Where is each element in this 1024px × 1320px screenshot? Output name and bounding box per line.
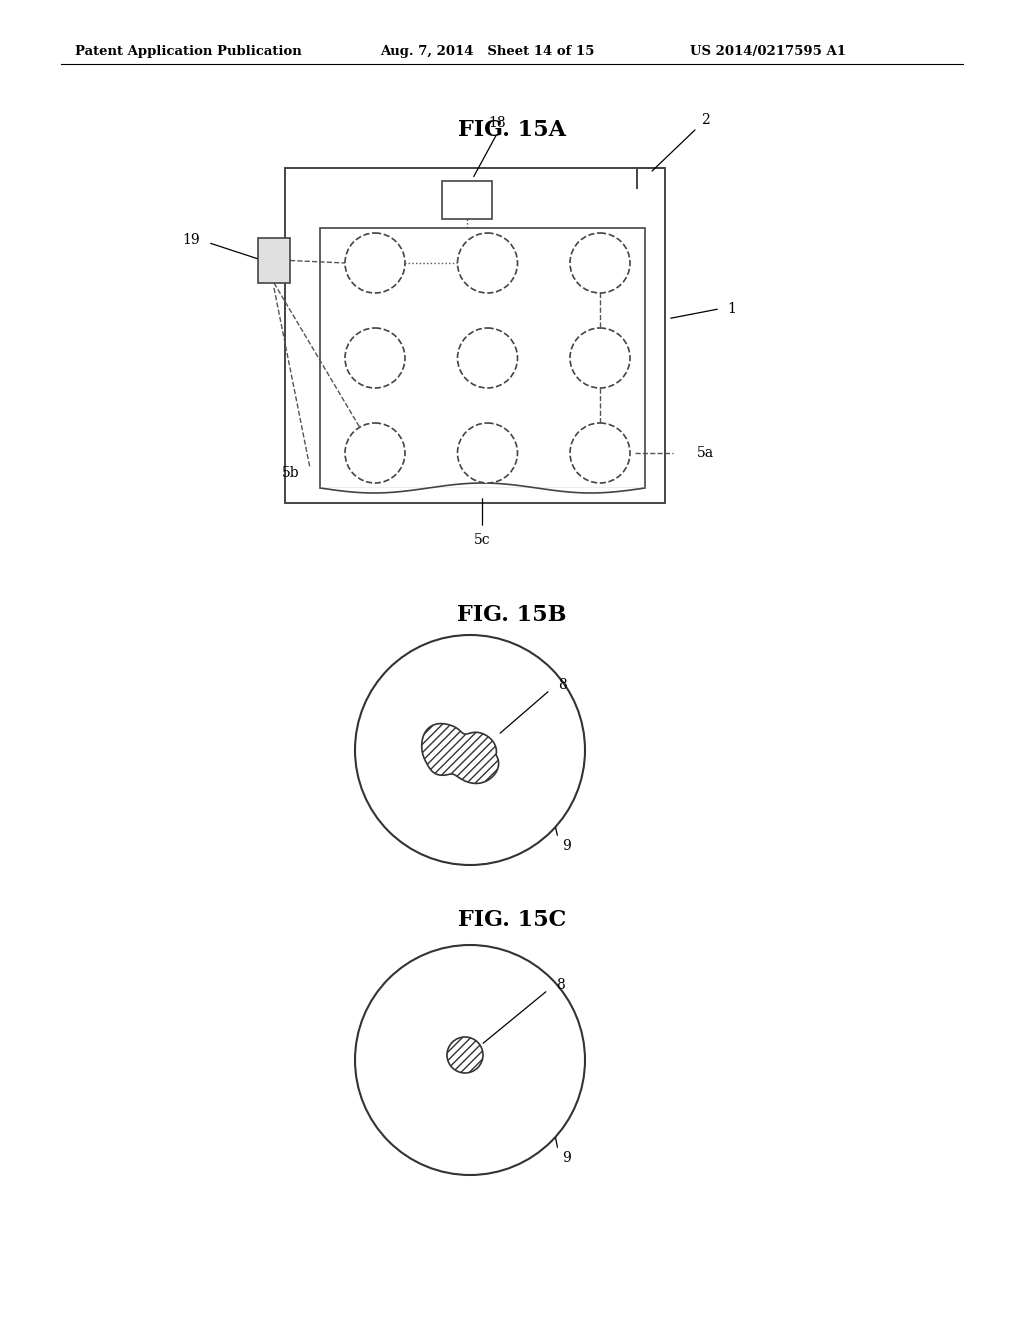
Text: 19: 19 xyxy=(182,234,200,248)
Circle shape xyxy=(355,635,585,865)
Bar xyxy=(442,181,493,219)
Circle shape xyxy=(355,945,585,1175)
Text: 1: 1 xyxy=(727,302,736,315)
Circle shape xyxy=(570,234,630,293)
Text: 2: 2 xyxy=(700,114,710,127)
Bar xyxy=(258,238,290,282)
Text: US 2014/0217595 A1: US 2014/0217595 A1 xyxy=(690,45,846,58)
Circle shape xyxy=(447,1038,483,1073)
Text: 8: 8 xyxy=(556,978,565,993)
Circle shape xyxy=(345,422,406,483)
Text: FIG. 15A: FIG. 15A xyxy=(458,119,566,141)
Text: 5c: 5c xyxy=(474,533,490,546)
Circle shape xyxy=(458,234,517,293)
Circle shape xyxy=(570,327,630,388)
Text: Patent Application Publication: Patent Application Publication xyxy=(75,45,302,58)
Bar xyxy=(319,228,645,488)
Text: Aug. 7, 2014   Sheet 14 of 15: Aug. 7, 2014 Sheet 14 of 15 xyxy=(380,45,594,58)
Circle shape xyxy=(570,422,630,483)
Text: 5a: 5a xyxy=(697,446,714,459)
Circle shape xyxy=(345,234,406,293)
Text: 9: 9 xyxy=(562,840,570,853)
Text: FIG. 15B: FIG. 15B xyxy=(458,605,566,626)
Bar xyxy=(285,168,665,503)
Text: FIG. 15C: FIG. 15C xyxy=(458,909,566,931)
Text: 18: 18 xyxy=(488,116,506,129)
Text: 8: 8 xyxy=(558,678,566,692)
Text: 9: 9 xyxy=(562,1151,570,1166)
Text: 5b: 5b xyxy=(282,466,300,480)
Polygon shape xyxy=(422,723,499,784)
Circle shape xyxy=(458,327,517,388)
Circle shape xyxy=(458,422,517,483)
Circle shape xyxy=(345,327,406,388)
